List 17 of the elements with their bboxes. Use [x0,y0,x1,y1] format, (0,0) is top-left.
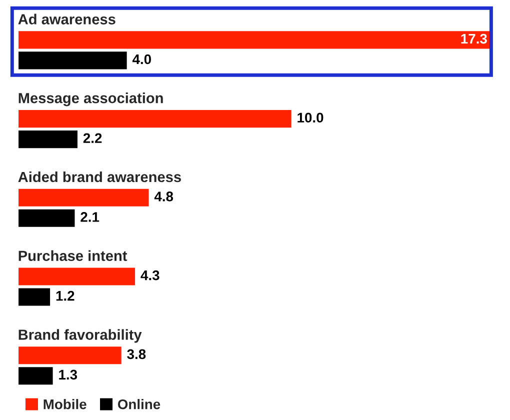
data-label: 17.3 [461,34,487,44]
data-label: 1.2 [56,290,74,301]
y-tick-label: Brand favorability [18,329,142,343]
data-label: 2.2 [83,133,102,143]
y-tick-label: Message association [18,92,163,106]
data-label: 10.0 [298,112,324,123]
y-tick-label: Ad awareness [18,14,116,24]
data-label: 2.1 [80,212,100,222]
data-label: 1.3 [59,370,78,380]
y-tick-label: Aided brand awareness [18,171,181,182]
legend-label: Online [118,399,160,410]
y-tick-label: Purchase intent [18,250,128,262]
data-label: 4.0 [132,54,151,64]
legend-label: Mobile [44,399,86,410]
data-label: 4.8 [154,192,174,202]
data-label: 3.8 [127,349,146,360]
data-label: 4.3 [140,270,160,280]
